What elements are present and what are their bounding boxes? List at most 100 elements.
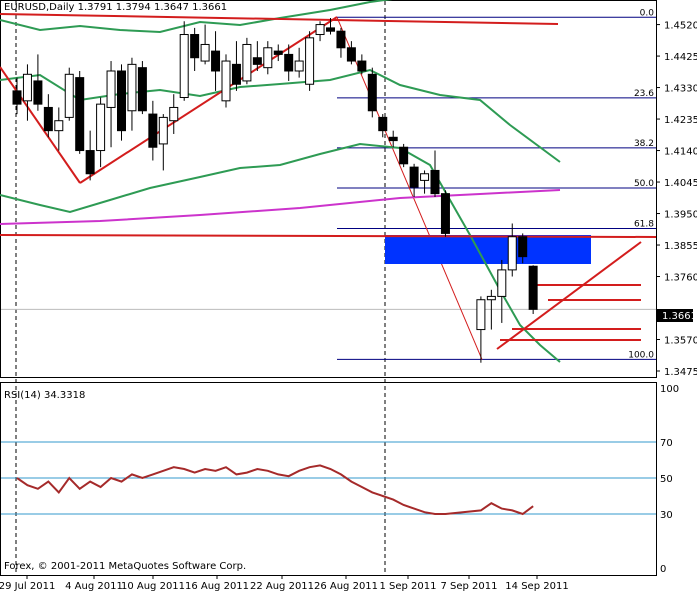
candle-bull	[315, 24, 325, 36]
candle-bull	[169, 106, 179, 122]
vertical-date-separators	[1, 1, 656, 575]
fib-anchor-line	[336, 17, 483, 360]
current-price-label: 1.3661	[662, 311, 697, 322]
date-tick-label: 1 Sep 2011	[379, 581, 436, 592]
trend-line	[0, 13, 559, 25]
candle-bear	[388, 136, 398, 142]
rsi-tick-label: 30	[660, 510, 673, 521]
candle-bull	[22, 73, 32, 102]
candle-bear	[273, 50, 283, 55]
candle-bear	[284, 53, 294, 72]
candle-bull	[305, 37, 315, 85]
candle-bull	[179, 34, 189, 99]
rsi-tick-label: 50	[660, 474, 673, 485]
trend-line	[79, 16, 338, 184]
candle-bear	[378, 116, 388, 132]
date-tick-label: 22 Aug 2011	[250, 581, 314, 592]
rsi-panel[interactable]	[0, 382, 657, 576]
bollinger-lower	[0, 142, 561, 363]
fib-level-label: 61.8	[634, 219, 654, 229]
candle-bear	[399, 146, 409, 165]
candle-bull	[221, 60, 231, 102]
candle-bull	[420, 173, 430, 181]
date-tick-label: 16 Aug 2011	[185, 581, 249, 592]
price-tick-label: 1.4330	[664, 84, 697, 95]
candle-bull	[54, 120, 64, 132]
trend-line	[0, 66, 81, 184]
rsi-label: RSI(14) 34.3318	[4, 390, 85, 401]
candle-bull	[507, 236, 517, 271]
rsi-tick-label: 100	[660, 384, 679, 395]
rsi-tick-label: 0	[660, 564, 666, 575]
price-tick-label: 1.4235	[664, 115, 697, 126]
price-tick-label: 1.4425	[664, 52, 697, 63]
fib-level-label: 38.2	[634, 139, 654, 149]
candle-bear	[367, 73, 377, 112]
fib-level-label: 23.6	[634, 89, 654, 99]
price-tick-label: 1.3760	[664, 273, 697, 284]
candle-bear	[190, 34, 200, 59]
moving-average-line	[0, 189, 561, 225]
fib-level-label: 100.0	[628, 350, 654, 360]
date-tick-label: 29 Jul 2011	[0, 581, 55, 592]
candlestick-series	[12, 17, 538, 363]
date-tick-label: 14 Sep 2011	[505, 581, 568, 592]
candle-bear	[33, 80, 43, 105]
candle-bear	[252, 57, 262, 65]
candle-bull	[476, 299, 486, 331]
candle-bear	[43, 106, 53, 132]
bollinger-upper	[0, 0, 393, 34]
candle-bear	[336, 30, 346, 49]
candle-bull	[486, 295, 496, 301]
candle-bull	[242, 43, 252, 82]
rsi-tick-label: 70	[660, 438, 673, 449]
price-tick-label: 1.3475	[664, 367, 697, 378]
candle-bear	[357, 60, 367, 72]
price-tick-label: 1.4140	[664, 147, 697, 158]
candle-bull	[96, 103, 106, 152]
fib-level-label: 0.0	[640, 8, 655, 18]
candle-bull	[158, 116, 168, 145]
price-tick-label: 1.4520	[664, 21, 697, 32]
chart-title: EURUSD,Daily 1.3791 1.3794 1.3647 1.3661	[4, 2, 227, 13]
candle-bear	[231, 63, 241, 85]
price-axis: 1.4520 1.4425 1.4330 1.4235 1.4140 1.4045 1.39…	[656, 21, 697, 378]
candle-bull	[294, 60, 304, 72]
trend-lines[interactable]	[0, 13, 657, 350]
candle-bull	[497, 269, 507, 297]
candle-bull	[64, 73, 74, 118]
price-tick-label: 1.3950	[664, 210, 697, 221]
bollinger-middle	[0, 68, 561, 163]
moving-average-magenta	[0, 189, 561, 225]
rsi-indicator: 100 70 50 30 0	[1, 384, 679, 575]
date-tick-label: 7 Sep 2011	[440, 581, 497, 592]
candle-bear	[148, 113, 158, 148]
price-tick-label: 1.4045	[664, 178, 697, 189]
date-tick-label: 4 Aug 2011	[65, 581, 123, 592]
candle-bear	[409, 166, 419, 188]
candle-bear	[211, 50, 221, 72]
date-tick-label: 26 Aug 2011	[314, 581, 378, 592]
candle-bear	[137, 67, 147, 112]
candle-bull	[106, 70, 116, 108]
rsi-line	[16, 464, 534, 516]
candle-bear	[440, 193, 450, 234]
candle-bull	[200, 43, 210, 62]
candle-bear	[346, 47, 356, 62]
candle-bear	[117, 70, 126, 132]
resistance-zone-blue[interactable]	[385, 235, 591, 264]
candle-bear	[75, 77, 85, 152]
candle-bear	[12, 90, 22, 105]
current-price-marker	[657, 309, 693, 322]
candle-bear	[528, 265, 538, 310]
candle-bear	[518, 236, 528, 258]
candle-bear	[430, 169, 440, 195]
date-tick-label: 10 Aug 2011	[121, 581, 185, 592]
trend-line	[496, 241, 642, 350]
bollinger-bands	[0, 0, 561, 363]
fib-level-label: 50.0	[634, 179, 654, 189]
price-tick-label: 1.3570	[664, 336, 697, 347]
main-price-panel[interactable]	[0, 0, 657, 378]
